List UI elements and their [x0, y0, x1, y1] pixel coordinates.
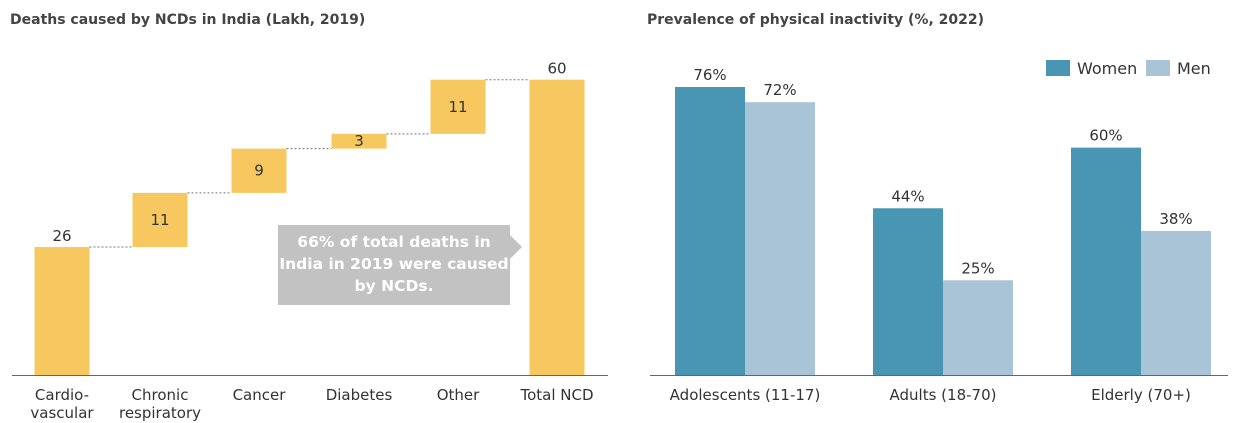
category-label: Diabetes	[326, 386, 393, 404]
bar-women	[675, 87, 745, 375]
category-label: Cardio-vascular	[30, 386, 94, 422]
bar-value-label: 72%	[763, 81, 796, 99]
bar-value-label: 11	[150, 211, 169, 229]
bar-men	[943, 280, 1013, 375]
category-label-line: Other	[437, 386, 480, 404]
category-label: Adults (18-70)	[890, 386, 997, 404]
bar-value-label: 25%	[961, 259, 994, 277]
category-label: Other	[437, 386, 480, 404]
category-label: Total NCD	[519, 386, 593, 404]
ncd-deaths-waterfall-chart: 26 11 9 3 11 60 Cardio-vascular Chronic respirat…	[12, 60, 608, 422]
waterfall-bar	[34, 247, 90, 375]
category-label: Chronic respiratory	[119, 386, 201, 422]
category-label-line: vascular	[30, 404, 94, 422]
bar-value-label: 38%	[1159, 210, 1192, 228]
bar-value-label: 76%	[693, 66, 726, 84]
category-label: Elderly (70+)	[1091, 386, 1191, 404]
chart-2-title: Prevalence of physical inactivity (%, 20…	[647, 12, 985, 28]
legend-label-women: Women	[1077, 59, 1137, 78]
waterfall-bar	[132, 192, 188, 248]
category-label: Cancer	[233, 386, 287, 404]
legend-label-men: Men	[1177, 59, 1211, 78]
bar-value-label: 9	[254, 162, 264, 180]
waterfall-bar	[231, 148, 287, 193]
category-label-line: Chronic	[132, 386, 189, 404]
category-label-line: Total NCD	[519, 386, 593, 404]
category-label-line: respiratory	[119, 404, 201, 422]
category-label: Adolescents (11-17)	[670, 386, 821, 404]
bar-value-label: 60	[547, 60, 566, 78]
category-label-line: Cardio-	[35, 386, 89, 404]
category-label-line: Cancer	[233, 386, 287, 404]
bar-value-label: 3	[354, 132, 364, 150]
bar-men	[1141, 231, 1211, 375]
waterfall-bar	[331, 133, 387, 149]
chart-1-title: Deaths caused by NCDs in India (Lakh, 20…	[10, 12, 366, 28]
legend-swatch-men	[1146, 60, 1170, 76]
bar-men	[745, 102, 815, 375]
waterfall-bar	[430, 79, 486, 134]
waterfall-bar	[529, 79, 585, 375]
bar-women	[873, 208, 943, 375]
callout-arrow	[510, 235, 522, 259]
bar-women	[1071, 147, 1141, 375]
bar-value-label: 11	[448, 98, 467, 116]
legend-swatch-women	[1046, 60, 1070, 76]
bar-value-label: 60%	[1089, 127, 1122, 145]
category-label-line: Diabetes	[326, 386, 393, 404]
bar-value-label: 26	[52, 227, 71, 245]
bar-value-label: 44%	[891, 187, 924, 205]
callout-annotation: 66% of total deaths in India in 2019 wer…	[278, 225, 510, 305]
